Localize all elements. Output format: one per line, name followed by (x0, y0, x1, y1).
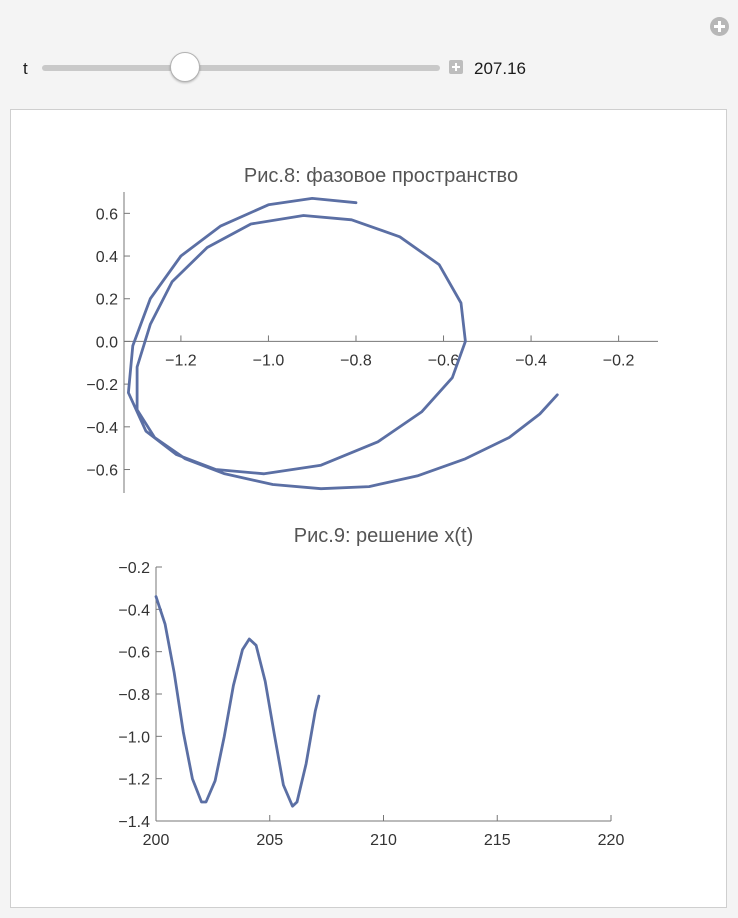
x-tick-label: −1.2 (165, 352, 197, 369)
y-tick-label: 0.6 (96, 206, 118, 223)
parameter-slider-track[interactable] (42, 65, 440, 71)
expand-controls-icon[interactable] (449, 60, 463, 74)
y-tick-label: −0.4 (118, 602, 150, 619)
y-tick-label: −0.6 (118, 645, 150, 662)
x-tick-label: −0.8 (340, 352, 372, 369)
y-tick-label: 0.4 (96, 249, 118, 266)
data-curve (127, 197, 559, 491)
x-tick-label: 205 (256, 832, 283, 849)
x-tick-label: 215 (484, 832, 511, 849)
x-tick-label: −0.6 (428, 352, 460, 369)
y-tick-label: 0.0 (96, 334, 118, 351)
y-tick-label: −1.2 (118, 772, 150, 789)
x-tick-label: 220 (598, 832, 625, 849)
chart-title: Рис.9: решение x(t) (294, 525, 474, 547)
x-tick-label: −0.2 (603, 352, 635, 369)
parameter-control-row: t 207.16 (0, 50, 738, 86)
y-tick-label: −0.8 (118, 687, 150, 704)
y-tick-label: −1.4 (118, 814, 150, 831)
data-curve (154, 595, 321, 808)
parameter-value: 207.16 (474, 59, 526, 78)
phase-space-chart: Рис.8: фазовое пространство −1.2 −1.0 −0.8 −… (86, 165, 658, 493)
y-tick-label: −1.0 (118, 729, 150, 746)
solution-chart: Рис.9: решение x(t) 200 205 210 215 220 −0.2 −0… (118, 525, 625, 849)
x-tick-label: 200 (143, 832, 170, 849)
y-tick-label: −0.6 (86, 463, 118, 480)
add-bookmark-icon[interactable] (710, 17, 729, 36)
y-tick-label: −0.2 (86, 377, 118, 394)
x-tick-label: −1.0 (253, 352, 285, 369)
y-tick-label: −0.2 (118, 560, 150, 577)
x-tick-label: −0.4 (515, 352, 547, 369)
parameter-slider-thumb[interactable] (170, 52, 201, 82)
y-tick-label: −0.4 (86, 420, 118, 437)
x-tick-label: 210 (370, 832, 397, 849)
y-tick-label: 0.2 (96, 292, 118, 309)
chart-title: Рис.8: фазовое пространство (244, 165, 518, 187)
parameter-label: t (23, 59, 28, 78)
output-panel: Рис.8: фазовое пространство −1.2 −1.0 −0.8 −… (10, 109, 727, 908)
